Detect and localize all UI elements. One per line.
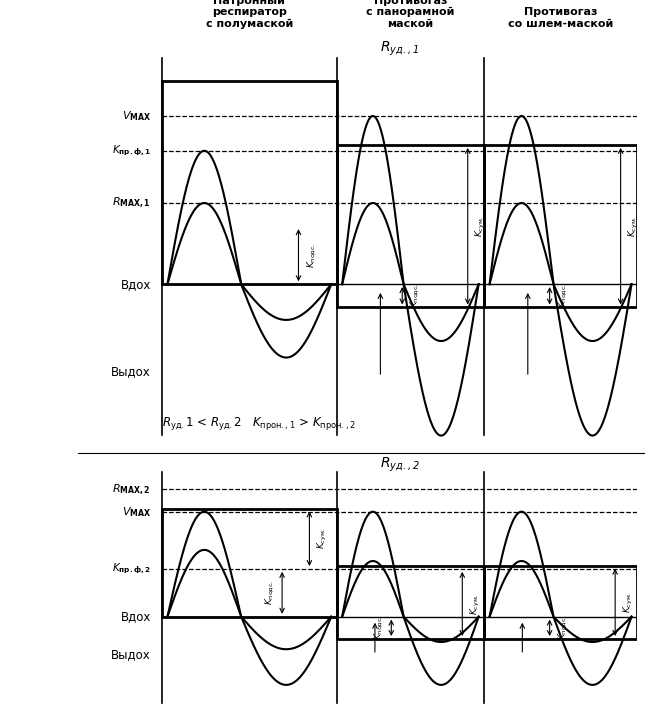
Text: $K_{\mathregular{сум.}}$: $K_{\mathregular{сум.}}$ [621,592,635,613]
Text: Вдох: Вдох [121,610,151,624]
Text: $V_{\mathregular{MAX}}$: $V_{\mathregular{MAX}}$ [122,505,151,518]
Bar [337,566,484,639]
Text: $R_{\mathregular{уд.}}$1 < $R_{\mathregular{уд.}}$2   $K_{\mathregular{прон.,1}}: $R_{\mathregular{уд.}}$1 < $R_{\mathregu… [162,415,356,432]
Text: Вдох: Вдох [121,278,151,291]
Text: $K_{\mathregular{подс.}}$: $K_{\mathregular{подс.}}$ [556,283,569,308]
Text: $K_{\mathregular{сум.}}$: $K_{\mathregular{сум.}}$ [469,593,482,615]
Text: $K_{\mathregular{пр.ф,2}}$: $K_{\mathregular{пр.ф,2}}$ [112,562,151,576]
Text: Патронный
респиратор
с полумаской: Патронный респиратор с полумаской [205,0,293,29]
Bar [484,145,637,307]
Text: $K_{\mathregular{подс.}}$: $K_{\mathregular{подс.}}$ [372,616,385,640]
Text: $K_{\mathregular{пр.ф,1}}$: $K_{\mathregular{пр.ф,1}}$ [112,144,151,158]
Bar [162,508,337,617]
Text: $K_{\mathregular{подс.}}$: $K_{\mathregular{подс.}}$ [556,616,569,640]
Bar [337,145,484,307]
Bar [484,566,637,639]
Text: Противогаз
с панорамной
маской: Противогаз с панорамной маской [366,0,454,29]
Text: $R_{\mathregular{уд., 1}}$: $R_{\mathregular{уд., 1}}$ [380,40,419,58]
Text: $K_{\mathregular{сум.}}$: $K_{\mathregular{сум.}}$ [316,528,329,550]
Text: $K_{\mathregular{подс.}}$: $K_{\mathregular{подс.}}$ [305,243,318,268]
Text: $R_{\mathregular{уд., 2}}$: $R_{\mathregular{уд., 2}}$ [380,455,419,473]
Text: Выдох: Выдох [111,365,151,378]
Text: $V_{\mathregular{MAX}}$: $V_{\mathregular{MAX}}$ [122,109,151,123]
Text: $K_{\mathregular{подс.}}$: $K_{\mathregular{подс.}}$ [409,283,421,308]
Text: Противогаз
со шлем-маской: Противогаз со шлем-маской [508,7,613,29]
Text: $R_{\mathregular{MAX,1}}$: $R_{\mathregular{MAX,1}}$ [112,196,151,210]
Text: $K_{\mathregular{сум.}}$: $K_{\mathregular{сум.}}$ [474,215,488,237]
Bar [162,81,337,284]
Text: $K_{\mathregular{сум.}}$: $K_{\mathregular{сум.}}$ [627,215,640,237]
Text: Выдох: Выдох [111,648,151,661]
Text: $K_{\mathregular{подс.}}$: $K_{\mathregular{подс.}}$ [263,580,276,605]
Text: $R_{\mathregular{MAX,2}}$: $R_{\mathregular{MAX,2}}$ [112,482,151,497]
